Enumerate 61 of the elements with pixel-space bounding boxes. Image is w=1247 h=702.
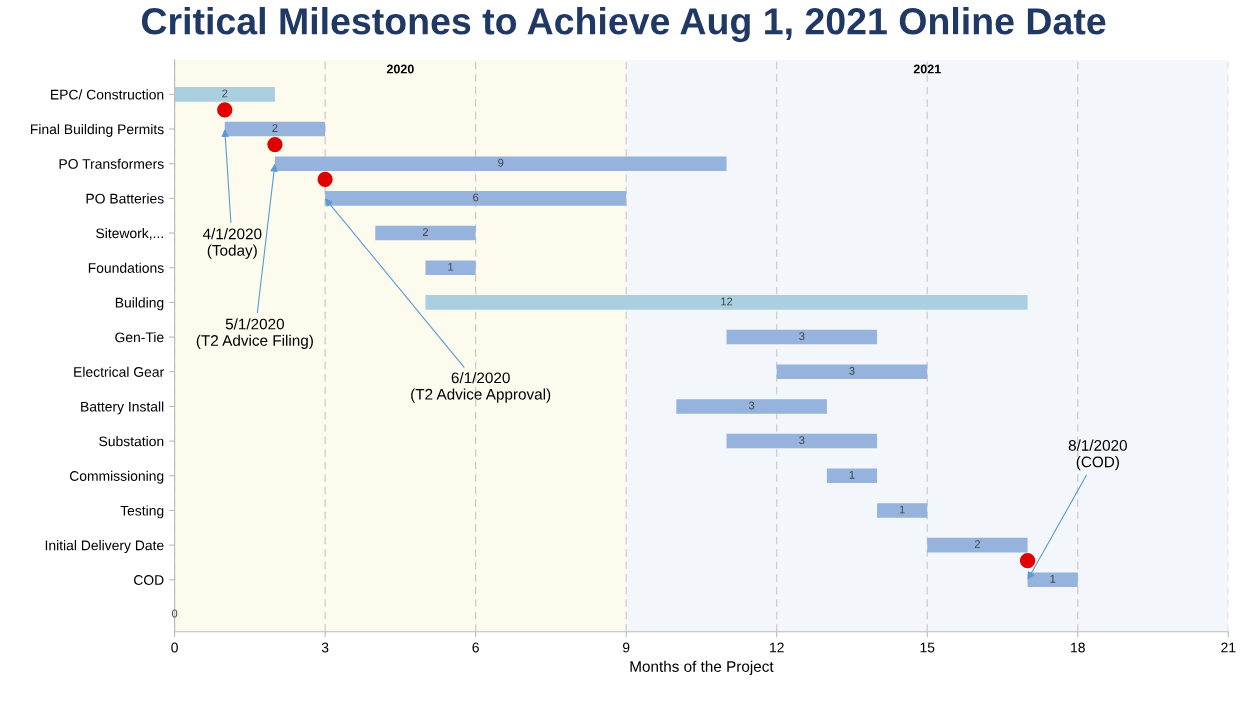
x-tick-label: 3 <box>321 642 329 653</box>
bar <box>425 295 1028 310</box>
annotation: 5/1/2020 (T2 Advice Filing) <box>196 318 313 349</box>
data-label: 2 <box>222 89 228 98</box>
data-label: 3 <box>799 332 805 341</box>
x-tick-label: 18 <box>1071 642 1085 653</box>
data-label: 2 <box>272 124 278 132</box>
y-tick-label: Sitework,... <box>96 228 163 240</box>
data-label: 6 <box>473 193 479 202</box>
x-tick-label: 0 <box>171 642 178 653</box>
data-label: 1 <box>899 505 905 514</box>
x-tick-label: 21 <box>1221 642 1236 653</box>
y-tick-label: PO Transformers <box>59 158 164 169</box>
y-tick-label: Commissioning <box>69 470 164 484</box>
bar <box>877 503 928 518</box>
y-tick-label: Electrical Gear <box>74 366 164 377</box>
data-label: 1 <box>1050 575 1056 583</box>
x-tick-label: 15 <box>920 642 935 653</box>
annotation: 8/1/2020 (COD) <box>1068 439 1127 471</box>
data-label: 3 <box>849 366 855 375</box>
bar <box>726 433 878 449</box>
data-label: 2 <box>974 540 980 548</box>
y-tick-label: COD <box>134 575 164 585</box>
data-label: 12 <box>721 297 733 306</box>
data-label: 3 <box>748 401 755 410</box>
bar <box>174 87 275 102</box>
y-tick-label: Initial Delivery Date <box>45 540 164 554</box>
y-tick-label: PO Batteries <box>86 193 164 204</box>
annotation: 4/1/2020 (Today) <box>202 228 262 259</box>
data-label: 9 <box>498 158 504 167</box>
x-axis-title: Months of the Project <box>630 660 774 675</box>
y-tick-label: Battery Install <box>81 401 164 415</box>
data-label: 1 <box>849 470 855 479</box>
data-label: 3 <box>799 436 805 445</box>
band-label: 2021 <box>913 64 941 74</box>
bar <box>375 225 476 241</box>
y-tick-label: Foundations <box>88 262 164 273</box>
y-tick-label: Gen-Tie <box>115 332 164 343</box>
y-tick-label: Building <box>115 297 164 311</box>
y-tick-label: Substation <box>99 436 164 447</box>
data-label: 1 <box>448 262 454 271</box>
data-label: 2 <box>422 228 428 236</box>
bar <box>776 364 928 380</box>
y-tick-label: Testing <box>120 505 164 519</box>
chart-title: Critical Milestones to Achieve Aug 1, 2021 Online Date <box>141 7 1106 43</box>
annotation: 0 <box>171 609 178 618</box>
bar <box>1027 572 1078 588</box>
annotation: 6/1/2020 (T2 Advice Approval) <box>411 372 551 403</box>
band-label: 2020 <box>386 64 414 74</box>
y-tick-label: Final Building Permits <box>31 123 164 137</box>
bar <box>927 537 1028 553</box>
bar <box>274 156 727 171</box>
bar <box>826 468 878 484</box>
bar <box>726 329 878 345</box>
x-tick-label: 9 <box>622 642 630 653</box>
bar <box>425 260 476 275</box>
x-tick-label: 12 <box>770 642 784 653</box>
x-tick-label: 6 <box>472 642 479 653</box>
bar <box>325 191 627 206</box>
bar <box>676 399 827 414</box>
y-tick-label: EPC/ Construction <box>51 89 164 100</box>
